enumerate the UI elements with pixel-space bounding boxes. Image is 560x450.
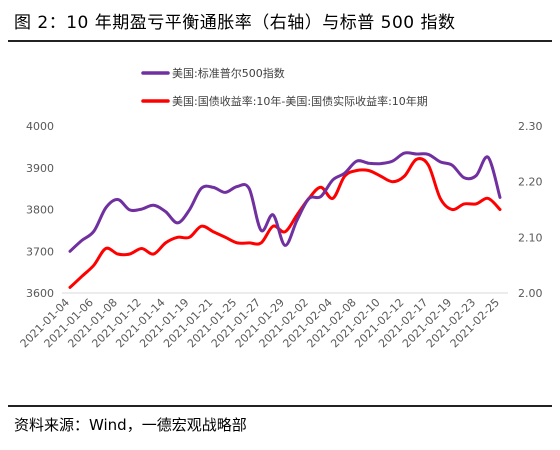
legend-item-breakeven-inflation-label: 美国:国债收益率:10年-美国:国债实际收益率:10年期 [172,94,428,108]
series-line-breakeven-inflation [68,157,502,289]
y-left-tick-label: 4000 [26,120,54,133]
bottom-rule [8,405,552,407]
y-right-tick-label: 2.10 [518,231,543,244]
y-right-tick-label: 2.00 [518,287,543,300]
y-left-tick-label: 3600 [26,287,54,300]
top-rule [8,40,552,42]
line-chart: 美国:标准普尔500指数美国:国债收益率:10年-美国:国债实际收益率:10年期… [18,66,543,350]
y-left-tick-label: 3700 [26,245,54,258]
y-left-tick-label: 3800 [26,204,54,217]
legend-item-sp500-label: 美国:标准普尔500指数 [172,66,285,80]
y-right-tick-label: 2.20 [518,176,543,189]
source-note: 资料来源：Wind，一德宏观战略部 [14,416,247,434]
y-right-tick-label: 2.30 [518,120,543,133]
chart-title: 图 2：10 年期盈亏平衡通胀率（右轴）与标普 500 指数 [14,13,456,33]
series-lines [68,151,502,289]
y-left-tick-label: 3900 [26,162,54,175]
series-line-sp500 [68,151,502,253]
